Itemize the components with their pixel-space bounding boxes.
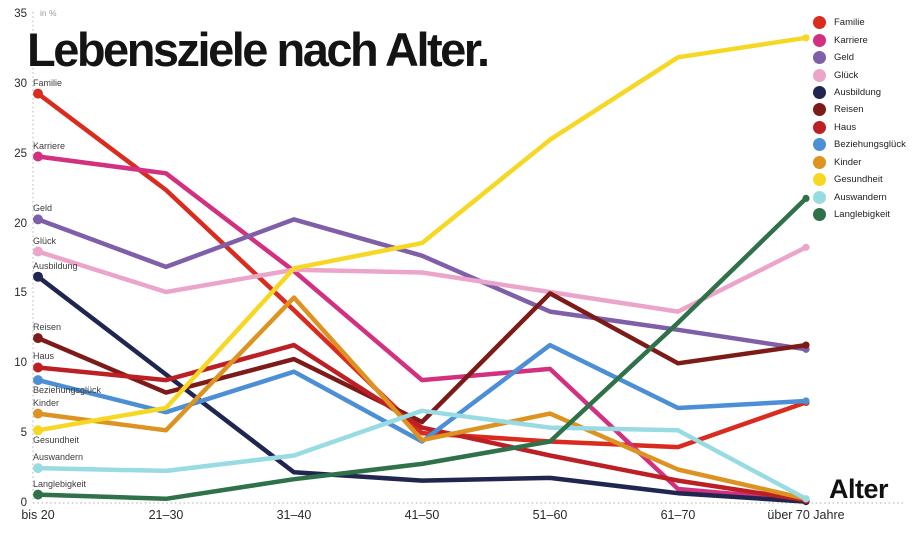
line-Ausbildung [35,274,809,504]
line-end-dot-Beziehungsglück [802,397,810,405]
legend-item-Ausbildung: Ausbildung [813,84,906,101]
y-axis-tick-label: 15 [14,287,27,300]
legend-label: Gesundheit [834,174,883,186]
legend-label: Langlebigkeit [834,209,890,221]
legend-swatch-icon [813,173,826,187]
legend-swatch-icon [813,51,826,65]
y-axis-tick-label: 5 [20,427,27,440]
x-axis-tick-label: 21–30 [148,508,184,522]
x-axis-tick-label: über 70 Jahre [767,508,845,522]
legend-item-Geld: Geld [813,49,906,66]
line-Geld [35,217,809,352]
legend: Familie Karriere Geld Glück Ausbildung Reisen… [813,14,906,223]
legend-swatch-icon [813,103,826,117]
legend-label: Reisen [834,104,864,116]
line-end-dot-Gesundheit [802,34,810,42]
x-axis-tick-label: 51–60 [532,508,568,522]
line-start-dot-Auswandern [33,463,43,474]
y-axis-tick-label: 10 [14,357,27,370]
line-Langlebigkeit [35,196,809,502]
x-axis-title: Alter [828,474,889,504]
series-start-label-Auswandern: Auswandern [33,452,84,463]
unit-label: in % [40,8,57,18]
line-start-dot-Gesundheit [33,425,43,436]
x-axis-tick-label: 61–70 [660,508,696,522]
series-start-label-Geld: Geld [33,203,53,214]
series-start-label-Kinder: Kinder [33,397,60,408]
line-Reisen [35,291,809,425]
legend-label: Kinder [834,156,862,168]
line-start-dot-Kinder [33,408,43,419]
legend-swatch-icon [813,33,826,47]
legend-label: Familie [834,17,865,29]
x-axis-tick-label: bis 20 [21,508,55,522]
legend-swatch-icon [813,120,826,134]
line-end-dot-Reisen [802,341,810,349]
legend-item-Karriere: Karriere [813,31,906,48]
line-Gesundheit [35,35,809,433]
legend-item-Auswandern: Auswandern [813,188,906,205]
line-start-dot-Ausbildung [33,271,43,282]
line-Karriere [35,154,809,503]
legend-swatch-icon [813,155,826,169]
line-Kinder [35,295,809,502]
y-axis-tick-label: 35 [14,8,27,20]
series-start-label-Glück: Glück [33,235,57,246]
legend-swatch-icon [813,68,826,82]
legend-item-Glück: Glück [813,66,906,83]
line-start-dot-Geld [33,214,43,225]
line-start-dot-Reisen [33,333,43,344]
legend-label: Geld [834,52,855,64]
legend-item-Familie: Familie [813,14,906,31]
line-start-dot-Beziehungsglück [33,375,43,386]
line-Haus [35,342,809,503]
legend-item-Gesundheit: Gesundheit [813,171,906,188]
series-start-label-Familie: Familie [33,77,63,88]
legend-label: Ausbildung [834,86,882,98]
y-axis-tick-label: 25 [14,147,27,160]
series-start-label-Ausbildung: Ausbildung [33,260,78,271]
legend-label: Beziehungsglück [834,139,906,151]
series-start-label-Langlebigkeit: Langlebigkeit [33,478,87,489]
legend-item-Langlebigkeit: Langlebigkeit [813,206,906,223]
legend-label: Auswandern [834,191,887,203]
legend-swatch-icon [813,208,826,222]
y-axis-tick-label: 20 [14,217,27,230]
legend-item-Kinder: Kinder [813,154,906,171]
line-Auswandern [35,408,809,502]
legend-item-Beziehungsglück: Beziehungsglück [813,136,906,153]
series-start-label-Gesundheit: Gesundheit [33,435,80,446]
legend-label: Glück [834,69,859,81]
x-axis-tick-label: 41–50 [404,508,440,522]
line-start-dot-Karriere [33,151,43,162]
line-Familie [35,91,809,450]
series-start-label-Karriere: Karriere [33,140,66,151]
series-start-label-Beziehungsglück: Beziehungsglück [33,385,102,396]
chart-title: Lebensziele nach Alter. [27,23,490,76]
line-start-dot-Glück [33,246,43,257]
line-end-dot-Glück [802,243,810,251]
line-start-dot-Familie [33,88,43,99]
legend-swatch-icon [813,85,826,99]
line-start-dot-Haus [33,362,43,373]
series-start-label-Reisen: Reisen [33,322,62,333]
y-axis-tick-label: 30 [14,77,27,90]
legend-swatch-icon [813,190,826,204]
line-Glück [35,245,809,314]
legend-label: Karriere [834,34,868,46]
line-end-dot-Langlebigkeit [802,194,810,202]
line-end-dot-Auswandern [802,495,810,503]
y-axis-tick-label: 0 [20,497,27,509]
x-axis-tick-label: 31–40 [276,508,312,522]
legend-label: Haus [834,121,857,133]
legend-item-Reisen: Reisen [813,101,906,118]
legend-item-Haus: Haus [813,119,906,136]
line-start-dot-Langlebigkeit [33,489,43,500]
legend-swatch-icon [813,138,826,152]
legend-swatch-icon [813,16,826,30]
series-start-label-Haus: Haus [33,351,55,362]
